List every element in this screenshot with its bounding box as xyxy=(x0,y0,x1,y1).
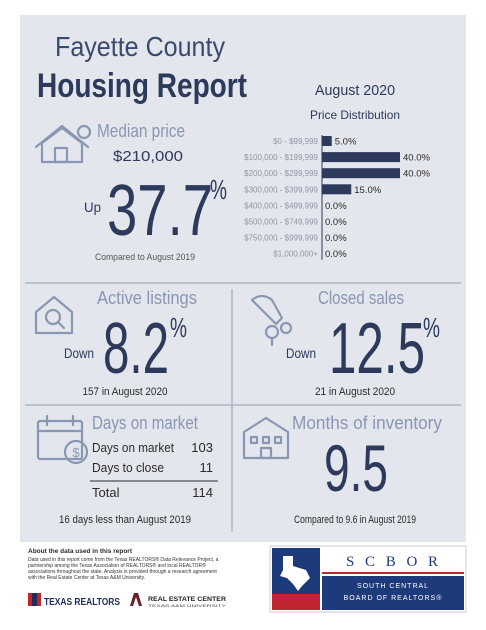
about-title: About the data used in this report xyxy=(28,548,133,555)
price-distribution: $0 - $99,999 5.0% $100,000 - $199,999 40.0%… xyxy=(244,135,430,260)
section-title: Closed sales xyxy=(318,288,404,308)
bar xyxy=(322,136,332,146)
value-label: 5.0% xyxy=(335,137,357,148)
logo-subtext: TEXAS A&M UNIVERSITY xyxy=(148,604,227,608)
note: 21 in August 2020 xyxy=(315,386,395,398)
median-value: $210,000 xyxy=(113,148,183,165)
change: 37.7 xyxy=(107,171,213,251)
calendar-icon: $ xyxy=(36,414,89,465)
range-label: $300,000 - $399,999 xyxy=(244,185,318,194)
distribution-title: Price Distribution xyxy=(310,108,400,122)
note: Compared to 9.6 in August 2019 xyxy=(294,514,416,526)
note: 16 days less than August 2019 xyxy=(59,514,191,526)
total-label: Total xyxy=(92,485,120,500)
range-label: $500,000 - $749,999 xyxy=(244,218,318,227)
change: 12.5 xyxy=(329,309,425,389)
logo-text: BOARD OF REALTORS® xyxy=(344,594,443,602)
logo-text: SCBOR xyxy=(346,554,438,570)
unit: % xyxy=(210,174,227,205)
total-value: 114 xyxy=(192,485,213,500)
logo-text: TEXAS REALTORS xyxy=(44,597,120,608)
range-label: $200,000 - $299,999 xyxy=(244,169,318,178)
row-label: Days on market xyxy=(92,440,174,455)
value-label: 40.0% xyxy=(403,169,430,180)
section-title: Months of inventory xyxy=(292,413,442,433)
period: August 2020 xyxy=(315,82,395,99)
value-label: 0.0% xyxy=(325,249,347,260)
section-title: Days on market xyxy=(92,413,198,433)
change: 8.2 xyxy=(103,309,169,389)
bar xyxy=(322,168,400,179)
direction: Down xyxy=(286,345,316,361)
about-line: with the Real Estate Center at Texas A&M… xyxy=(28,575,145,581)
search-house-icon xyxy=(34,295,74,335)
range-label: $0 - $99,999 xyxy=(273,137,318,146)
keys-icon xyxy=(250,294,293,347)
inventory-value: 9.5 xyxy=(324,431,388,505)
logo-text: REAL ESTATE CENTER xyxy=(148,596,226,603)
logo-text: SOUTH CENTRAL xyxy=(357,583,429,590)
value-label: 0.0% xyxy=(325,233,347,244)
bar xyxy=(322,152,400,163)
note: 157 in August 2020 xyxy=(83,386,168,398)
about-line: partnership among the Texas Association … xyxy=(28,562,206,569)
value-label: 15.0% xyxy=(354,185,381,196)
section-title: Median price xyxy=(97,121,185,141)
unit: % xyxy=(170,312,187,343)
range-label: $400,000 - $499,999 xyxy=(244,201,318,210)
note: Compared to August 2019 xyxy=(95,252,195,263)
svg-text:$: $ xyxy=(72,445,80,460)
bar xyxy=(322,184,352,195)
about-line: associations throughout the state. Analy… xyxy=(28,569,217,575)
direction: Up xyxy=(84,199,101,215)
range-label: $750,000 - $999,999 xyxy=(244,234,318,243)
about-text: Data used in this report come from the T… xyxy=(28,556,219,581)
texas-realtors-logo: TEXAS REALTORS xyxy=(28,593,120,608)
section-title: Active listings xyxy=(97,288,197,308)
row-label: Days to close xyxy=(92,460,164,475)
value-label: 0.0% xyxy=(325,201,347,212)
title-line1: Fayette County xyxy=(55,31,225,62)
value-label: 40.0% xyxy=(403,153,430,164)
direction: Down xyxy=(64,345,94,361)
row-value: 11 xyxy=(200,460,214,475)
about-line: Data used in this report come from the T… xyxy=(28,556,219,563)
row-value: 103 xyxy=(191,440,213,455)
building-icon xyxy=(242,416,290,460)
unit: % xyxy=(423,312,440,343)
title-line2: Housing Report xyxy=(37,67,247,105)
range-label: $1,000,000+ xyxy=(273,250,318,259)
value-label: 0.0% xyxy=(325,217,347,228)
rec-logo: REAL ESTATE CENTER TEXAS A&M UNIVERSITY xyxy=(130,593,227,608)
house-icon xyxy=(34,124,92,164)
range-label: $100,000 - $199,999 xyxy=(244,153,318,162)
scbor-logo: SCBOR SOUTH CENTRAL BOARD OF REALTORS® xyxy=(269,545,467,613)
